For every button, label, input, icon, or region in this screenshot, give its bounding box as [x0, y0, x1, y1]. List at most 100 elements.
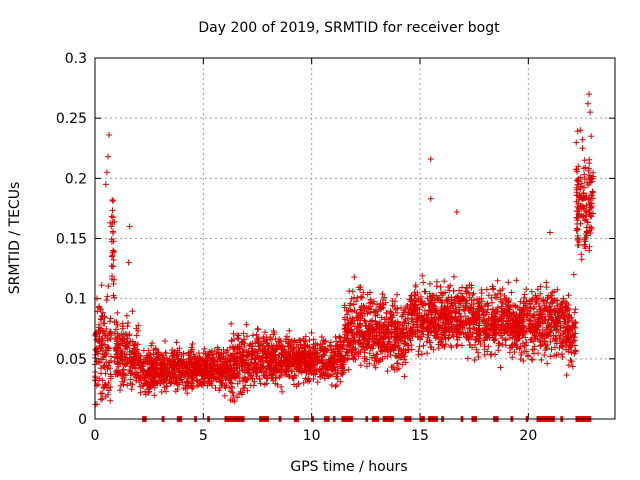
- data-point: [529, 357, 536, 364]
- data-point: [437, 283, 444, 290]
- y-tick-label: 0: [78, 412, 87, 428]
- data-point: [574, 242, 581, 249]
- data-point: [254, 325, 261, 332]
- data-point: [234, 335, 241, 342]
- data-point: [581, 157, 588, 164]
- data-point: [125, 259, 132, 266]
- data-point: [129, 381, 136, 388]
- data-point: [103, 297, 110, 304]
- data-point: [494, 277, 501, 284]
- data-point: [189, 340, 196, 347]
- data-point: [105, 362, 112, 369]
- data-point: [442, 335, 449, 342]
- data-point: [459, 284, 466, 291]
- data-point: [565, 292, 572, 299]
- data-point: [107, 335, 114, 342]
- data-point: [568, 358, 575, 365]
- data-point: [543, 284, 550, 291]
- x-tick-label: 0: [91, 428, 100, 444]
- y-tick-label: 0.2: [65, 171, 87, 187]
- data-point: [250, 332, 257, 339]
- data-point: [201, 345, 208, 352]
- data-point: [577, 127, 584, 134]
- data-point: [427, 156, 434, 163]
- data-point: [123, 372, 130, 379]
- data-point: [135, 322, 142, 329]
- data-point: [133, 325, 140, 332]
- data-point: [102, 381, 109, 388]
- data-point: [115, 355, 122, 362]
- data-point: [126, 355, 133, 362]
- data-point: [401, 373, 408, 380]
- data-point: [121, 338, 128, 345]
- data-point: [454, 341, 461, 348]
- data-point: [547, 353, 554, 360]
- data-point: [117, 382, 124, 389]
- data-point: [345, 366, 352, 373]
- data-point: [521, 291, 528, 298]
- x-tick-label: 20: [519, 428, 537, 444]
- data-point: [351, 274, 358, 281]
- data-point: [541, 352, 548, 359]
- data-point: [133, 332, 140, 339]
- data-point: [110, 247, 117, 254]
- data-point: [244, 333, 251, 340]
- data-point: [384, 368, 391, 375]
- data-point: [127, 338, 134, 345]
- data-point: [110, 214, 117, 221]
- data-point: [97, 315, 104, 322]
- data-point: [100, 363, 107, 370]
- data-point: [101, 332, 108, 339]
- data-point: [450, 287, 457, 294]
- data-point: [162, 349, 169, 356]
- data-point: [120, 331, 127, 338]
- data-point: [128, 386, 135, 393]
- data-point: [234, 332, 241, 339]
- data-point: [114, 309, 121, 316]
- data-point: [117, 370, 124, 377]
- data-point: [120, 371, 127, 378]
- data-point: [111, 248, 118, 255]
- data-point: [97, 365, 104, 372]
- data-point: [453, 209, 460, 216]
- data-point: [502, 342, 509, 349]
- data-point: [106, 318, 113, 325]
- data-point: [588, 133, 595, 140]
- data-point: [458, 342, 465, 349]
- data-point: [109, 228, 116, 235]
- data-point: [508, 289, 515, 296]
- data-point: [158, 389, 165, 396]
- data-point: [99, 390, 106, 397]
- data-point: [470, 290, 477, 297]
- data-point: [98, 313, 105, 320]
- y-tick-label: 0.05: [56, 352, 87, 368]
- data-point: [109, 197, 116, 204]
- data-point: [574, 128, 581, 135]
- data-point: [107, 357, 114, 364]
- data-point: [107, 375, 114, 382]
- y-axis-label: SRMTID / TECUs: [7, 182, 23, 295]
- data-point: [586, 156, 593, 163]
- data-point: [117, 335, 124, 342]
- data-point: [151, 392, 158, 399]
- data-point: [122, 343, 129, 350]
- data-point: [314, 379, 321, 386]
- data-point: [573, 139, 580, 146]
- data-point: [102, 181, 109, 188]
- data-point: [105, 345, 112, 352]
- data-point: [426, 280, 433, 287]
- data-point: [95, 337, 102, 344]
- data-point: [109, 207, 116, 214]
- data-point: [279, 388, 286, 395]
- data-point: [99, 340, 106, 347]
- data-point: [105, 153, 111, 160]
- data-point: [109, 263, 116, 270]
- data-point: [103, 350, 110, 357]
- data-point: [109, 273, 116, 280]
- data-point: [115, 361, 122, 368]
- x-tick-label: 15: [411, 428, 429, 444]
- data-point: [120, 381, 127, 388]
- data-point: [129, 308, 136, 315]
- data-point: [587, 109, 594, 116]
- data-point: [121, 360, 128, 367]
